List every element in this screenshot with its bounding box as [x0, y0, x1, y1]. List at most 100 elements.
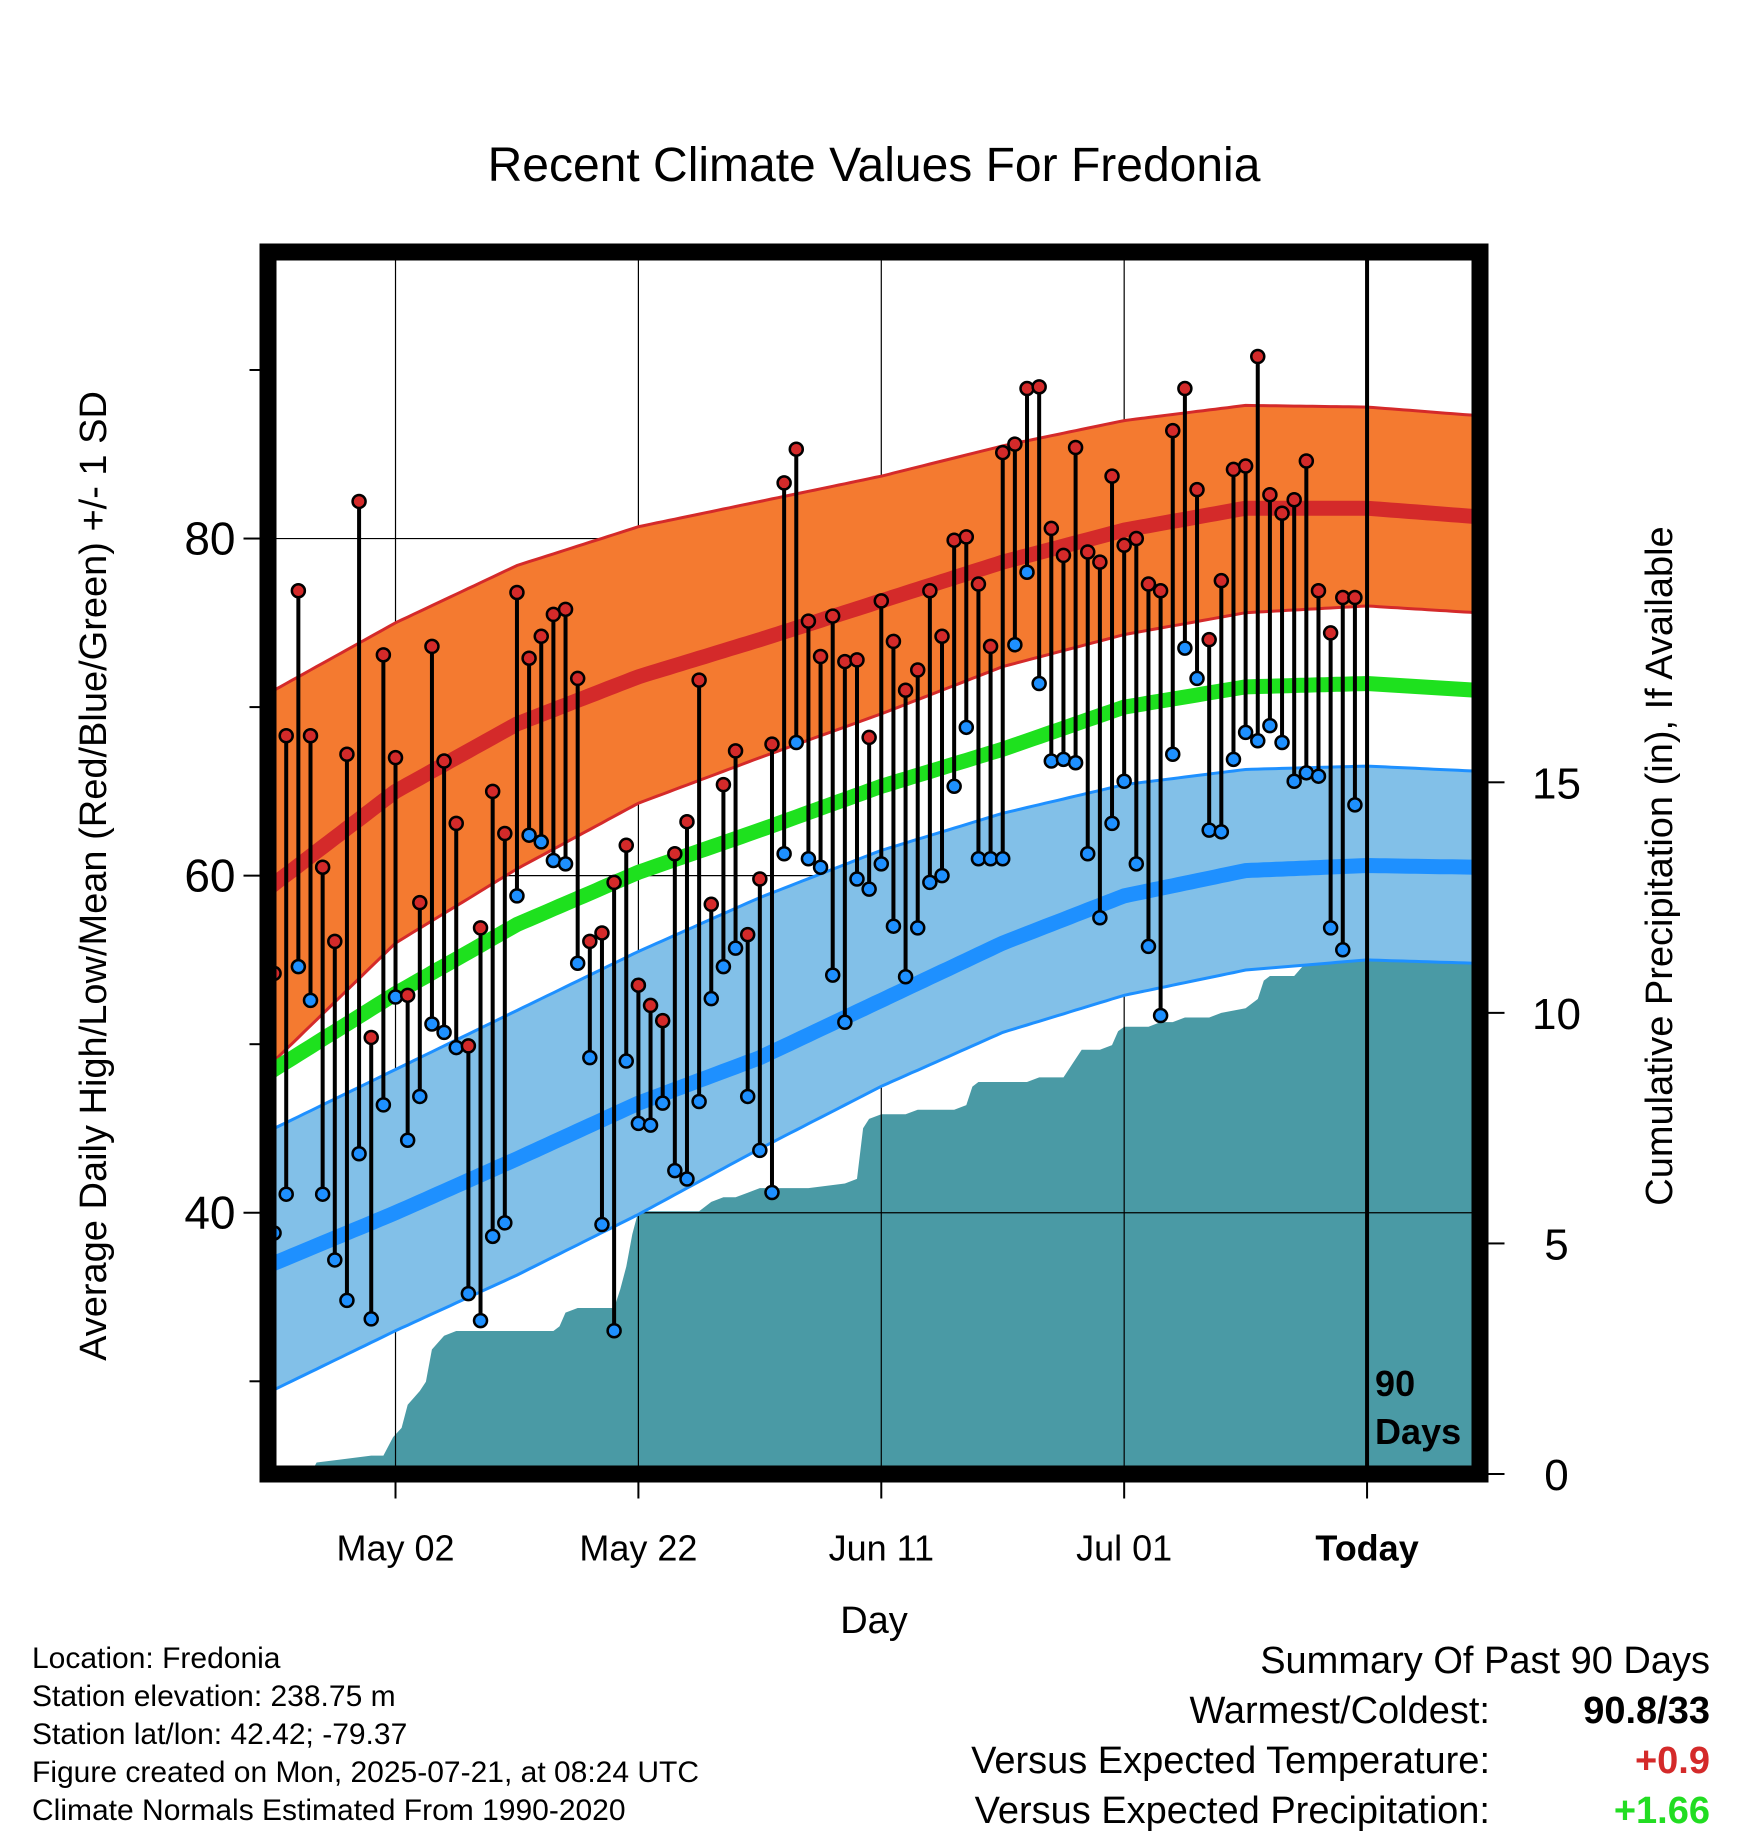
daily-high-point — [533, 628, 549, 645]
temp-departure-value: +0.9 — [1634, 1740, 1710, 1782]
daily-high-point — [618, 837, 635, 854]
daily-low-point — [448, 1039, 464, 1056]
daily-low-point — [1164, 746, 1181, 763]
daily-low-point — [642, 1117, 659, 1133]
daily-high-point — [970, 576, 987, 592]
axes: May 02 May 22 Jun 11 Jul 01 Today 40 60 80 0 5 10 1… — [184, 368, 1581, 1569]
daily-high-point — [934, 628, 950, 645]
daily-low-point — [885, 918, 902, 934]
daily-high-point — [909, 662, 926, 678]
daily-high-point — [569, 670, 586, 687]
daily-low-point — [497, 1215, 513, 1231]
y-tick-label-left: 80 — [184, 513, 235, 565]
daily-low-point — [1347, 797, 1363, 813]
daily-low-point — [460, 1285, 477, 1302]
daily-low-point — [1152, 1007, 1169, 1024]
daily-high-point — [582, 933, 598, 950]
x-tick-label: May 02 — [336, 1528, 454, 1569]
daily-low-point — [994, 851, 1011, 867]
daily-high-point — [1237, 458, 1254, 474]
daily-low-point — [339, 1292, 355, 1309]
daily-high-point — [278, 727, 294, 744]
daily-high-point — [1128, 530, 1145, 547]
daily-high-point — [557, 601, 574, 618]
daily-low-point — [922, 874, 938, 891]
daily-low-point — [946, 778, 962, 795]
high-upper-edge — [268, 403, 1477, 692]
daily-low-point — [472, 1312, 489, 1329]
daily-high-point — [1116, 537, 1132, 554]
daily-high-point — [1067, 439, 1084, 456]
daily-high-point — [302, 727, 319, 744]
daily-high-point — [1152, 583, 1169, 599]
daily-low-point — [1104, 815, 1120, 832]
daily-high-point — [290, 583, 307, 599]
daily-high-point — [1043, 520, 1060, 537]
daily-low-point — [363, 1311, 379, 1327]
daily-high-point — [739, 926, 756, 943]
mean-normal-line — [268, 675, 1477, 1077]
daily-low-point — [1250, 733, 1266, 749]
daily-low-point — [1043, 753, 1060, 769]
daily-high-point — [1164, 422, 1181, 439]
daily-low-point — [1007, 636, 1023, 653]
plot-frame: 90 Days — [259, 243, 1489, 1483]
daily-high-point — [1250, 348, 1266, 365]
daily-high-point — [994, 444, 1011, 461]
daily-high-point — [1189, 481, 1205, 498]
precip-departure-value: +1.66 — [1613, 1790, 1710, 1832]
daily-low-point — [764, 1184, 780, 1201]
daily-low-point — [509, 888, 525, 904]
daily-high-point — [982, 638, 999, 655]
daily-high-point — [958, 529, 975, 545]
daily-high-point — [424, 638, 440, 655]
daily-low-point — [715, 958, 732, 975]
daily-high-point — [314, 859, 331, 875]
summary-heading: Summary Of Past 90 Days — [1260, 1640, 1710, 1682]
daily-high-point — [339, 746, 355, 763]
warmest-coldest-value: 90.8/33 — [1583, 1690, 1710, 1732]
y-axis-label-left: Average Daily High/Low/Mean (Red/Blue/Gr… — [73, 391, 115, 1361]
high-normal-line — [268, 500, 1477, 892]
daily-high-point — [630, 977, 647, 993]
daily-high-point — [1007, 436, 1023, 452]
y-axis-label-right: Cumulative Precipitation (in), If Availa… — [1639, 526, 1681, 1205]
today-days-word: Days — [1375, 1411, 1461, 1452]
daily-low-point — [630, 1115, 647, 1132]
daily-high-point — [606, 874, 622, 891]
daily-low-point — [1310, 768, 1327, 784]
y-tick-label-right: 0 — [1544, 1451, 1568, 1500]
daily-high-point — [412, 894, 428, 911]
x-tick-label: May 22 — [579, 1528, 697, 1569]
daily-high-point — [1177, 380, 1193, 397]
low-sd-band — [268, 766, 1477, 1390]
normals-note: Climate Normals Estimated From 1990-2020 — [32, 1794, 626, 1827]
daily-low-point — [569, 955, 586, 972]
daily-high-point — [1286, 492, 1302, 508]
daily-high-point — [1262, 486, 1278, 503]
daily-low-point — [351, 1146, 367, 1162]
daily-high-point — [594, 925, 610, 941]
daily-high-point — [1079, 544, 1096, 560]
daily-high-point — [375, 647, 392, 663]
daily-low-point — [1213, 824, 1230, 840]
daily-low-point — [533, 834, 549, 850]
daily-high-point — [703, 896, 720, 913]
daily-high-point — [1322, 625, 1339, 641]
daily-high-point — [387, 749, 404, 766]
daily-high-point — [897, 682, 914, 698]
daily-high-point — [1310, 583, 1327, 599]
daily-high-point — [472, 920, 489, 936]
daily-high-point — [873, 593, 890, 609]
daily-low-point — [399, 1132, 416, 1149]
daily-low-point — [582, 1049, 598, 1066]
daily-low-point — [1201, 822, 1217, 838]
chart-title: Recent Climate Values For Fredonia — [488, 139, 1261, 192]
daily-high-point — [776, 475, 792, 491]
x-tick-label: Today — [1315, 1528, 1418, 1569]
location-text: Location: Fredonia — [32, 1642, 281, 1675]
y-tick-label-left: 60 — [184, 850, 235, 902]
daily-low-point — [1286, 773, 1302, 790]
summary-panel: Summary Of Past 90 Days Warmest/Coldest:… — [880, 1640, 1710, 1840]
